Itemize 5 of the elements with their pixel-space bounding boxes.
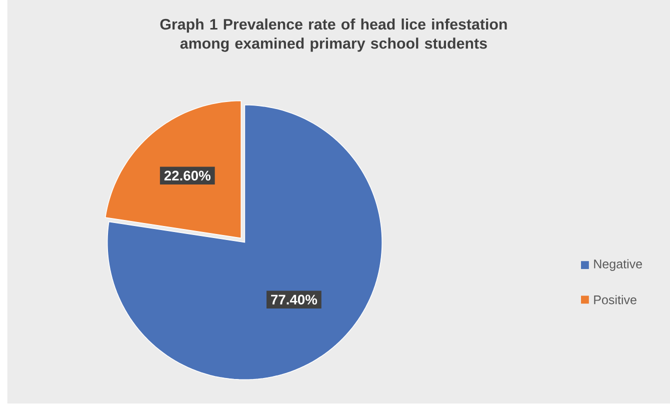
legend-label: Positive: [594, 295, 636, 305]
legend-label: Negative: [594, 259, 642, 272]
chart-title: Graph 1 Prevalence rate of head lice infestation among examined primary school students: [160, 18, 507, 52]
data-label: 22.60%: [164, 170, 210, 181]
data-label: 77.40%: [271, 294, 318, 305]
